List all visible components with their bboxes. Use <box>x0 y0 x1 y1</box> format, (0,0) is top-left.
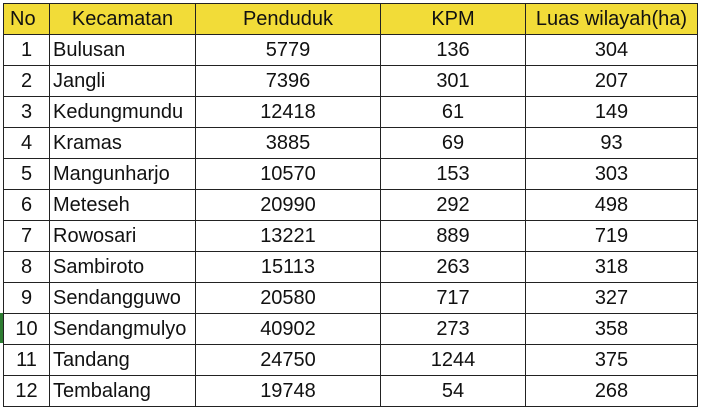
table-row: 2 Jangli 7396 301 207 <box>3 65 698 97</box>
cell-luas[interactable]: 93 <box>525 127 698 159</box>
cell-luas[interactable]: 149 <box>525 96 698 128</box>
population-table: No Kecamatan Penduduk KPM Luas wilayah(h… <box>3 3 698 407</box>
cell-penduduk[interactable]: 10570 <box>195 158 381 190</box>
table-row: 11 Tandang 24750 1244 375 <box>3 344 698 376</box>
header-no[interactable]: No <box>3 3 50 35</box>
cell-luas[interactable]: 719 <box>525 220 698 252</box>
table-row: 5 Mangunharjo 10570 153 303 <box>3 158 698 190</box>
cell-kecamatan[interactable]: Kedungmundu <box>49 96 196 128</box>
cell-kecamatan[interactable]: Jangli <box>49 65 196 97</box>
cell-kecamatan[interactable]: Tembalang <box>49 375 196 407</box>
cell-no[interactable]: 3 <box>3 96 50 128</box>
cell-luas[interactable]: 498 <box>525 189 698 221</box>
cell-kpm[interactable]: 263 <box>380 251 526 283</box>
cell-penduduk[interactable]: 7396 <box>195 65 381 97</box>
cell-kecamatan[interactable]: Sendangmulyo <box>49 313 196 345</box>
row-marker <box>0 313 3 343</box>
cell-kpm[interactable]: 273 <box>380 313 526 345</box>
cell-luas[interactable]: 268 <box>525 375 698 407</box>
cell-kpm[interactable]: 889 <box>380 220 526 252</box>
cell-penduduk[interactable]: 12418 <box>195 96 381 128</box>
header-row: No Kecamatan Penduduk KPM Luas wilayah(h… <box>3 3 698 35</box>
table-row: 8 Sambiroto 15113 263 318 <box>3 251 698 283</box>
cell-luas[interactable]: 318 <box>525 251 698 283</box>
cell-kecamatan[interactable]: Rowosari <box>49 220 196 252</box>
table-row: 3 Kedungmundu 12418 61 149 <box>3 96 698 128</box>
cell-penduduk[interactable]: 3885 <box>195 127 381 159</box>
cell-kpm[interactable]: 292 <box>380 189 526 221</box>
cell-kecamatan[interactable]: Sendangguwo <box>49 282 196 314</box>
cell-penduduk[interactable]: 20580 <box>195 282 381 314</box>
cell-no[interactable]: 10 <box>3 313 50 345</box>
cell-luas[interactable]: 375 <box>525 344 698 376</box>
cell-kpm[interactable]: 61 <box>380 96 526 128</box>
cell-no[interactable]: 9 <box>3 282 50 314</box>
cell-luas[interactable]: 327 <box>525 282 698 314</box>
cell-no[interactable]: 12 <box>3 375 50 407</box>
cell-penduduk[interactable]: 13221 <box>195 220 381 252</box>
cell-no[interactable]: 2 <box>3 65 50 97</box>
cell-no[interactable]: 6 <box>3 189 50 221</box>
cell-kecamatan[interactable]: Sambiroto <box>49 251 196 283</box>
cell-kpm[interactable]: 54 <box>380 375 526 407</box>
table-row: 12 Tembalang 19748 54 268 <box>3 375 698 407</box>
cell-kpm[interactable]: 1244 <box>380 344 526 376</box>
cell-penduduk[interactable]: 20990 <box>195 189 381 221</box>
header-kpm[interactable]: KPM <box>380 3 526 35</box>
table-row: 7 Rowosari 13221 889 719 <box>3 220 698 252</box>
table-row: 6 Meteseh 20990 292 498 <box>3 189 698 221</box>
cell-no[interactable]: 4 <box>3 127 50 159</box>
header-luas-wilayah[interactable]: Luas wilayah(ha) <box>525 3 698 35</box>
table-row: 10 Sendangmulyo 40902 273 358 <box>3 313 698 345</box>
cell-kecamatan[interactable]: Meteseh <box>49 189 196 221</box>
header-kecamatan[interactable]: Kecamatan <box>49 3 196 35</box>
cell-kpm[interactable]: 136 <box>380 34 526 66</box>
cell-kpm[interactable]: 717 <box>380 282 526 314</box>
cell-luas[interactable]: 303 <box>525 158 698 190</box>
spreadsheet-table-area: No Kecamatan Penduduk KPM Luas wilayah(h… <box>3 3 698 407</box>
cell-penduduk[interactable]: 15113 <box>195 251 381 283</box>
cell-no[interactable]: 8 <box>3 251 50 283</box>
cell-no[interactable]: 11 <box>3 344 50 376</box>
cell-no[interactable]: 5 <box>3 158 50 190</box>
table-row: 1 Bulusan 5779 136 304 <box>3 34 698 66</box>
cell-penduduk[interactable]: 5779 <box>195 34 381 66</box>
cell-kecamatan[interactable]: Kramas <box>49 127 196 159</box>
header-penduduk[interactable]: Penduduk <box>195 3 381 35</box>
table-row: 4 Kramas 3885 69 93 <box>3 127 698 159</box>
cell-penduduk[interactable]: 24750 <box>195 344 381 376</box>
cell-kecamatan[interactable]: Tandang <box>49 344 196 376</box>
cell-kecamatan[interactable]: Mangunharjo <box>49 158 196 190</box>
cell-no[interactable]: 1 <box>3 34 50 66</box>
cell-penduduk[interactable]: 40902 <box>195 313 381 345</box>
cell-luas[interactable]: 207 <box>525 65 698 97</box>
cell-luas[interactable]: 304 <box>525 34 698 66</box>
cell-kecamatan[interactable]: Bulusan <box>49 34 196 66</box>
cell-no[interactable]: 7 <box>3 220 50 252</box>
cell-luas[interactable]: 358 <box>525 313 698 345</box>
table-row: 9 Sendangguwo 20580 717 327 <box>3 282 698 314</box>
cell-kpm[interactable]: 153 <box>380 158 526 190</box>
cell-kpm[interactable]: 301 <box>380 65 526 97</box>
cell-penduduk[interactable]: 19748 <box>195 375 381 407</box>
cell-kpm[interactable]: 69 <box>380 127 526 159</box>
